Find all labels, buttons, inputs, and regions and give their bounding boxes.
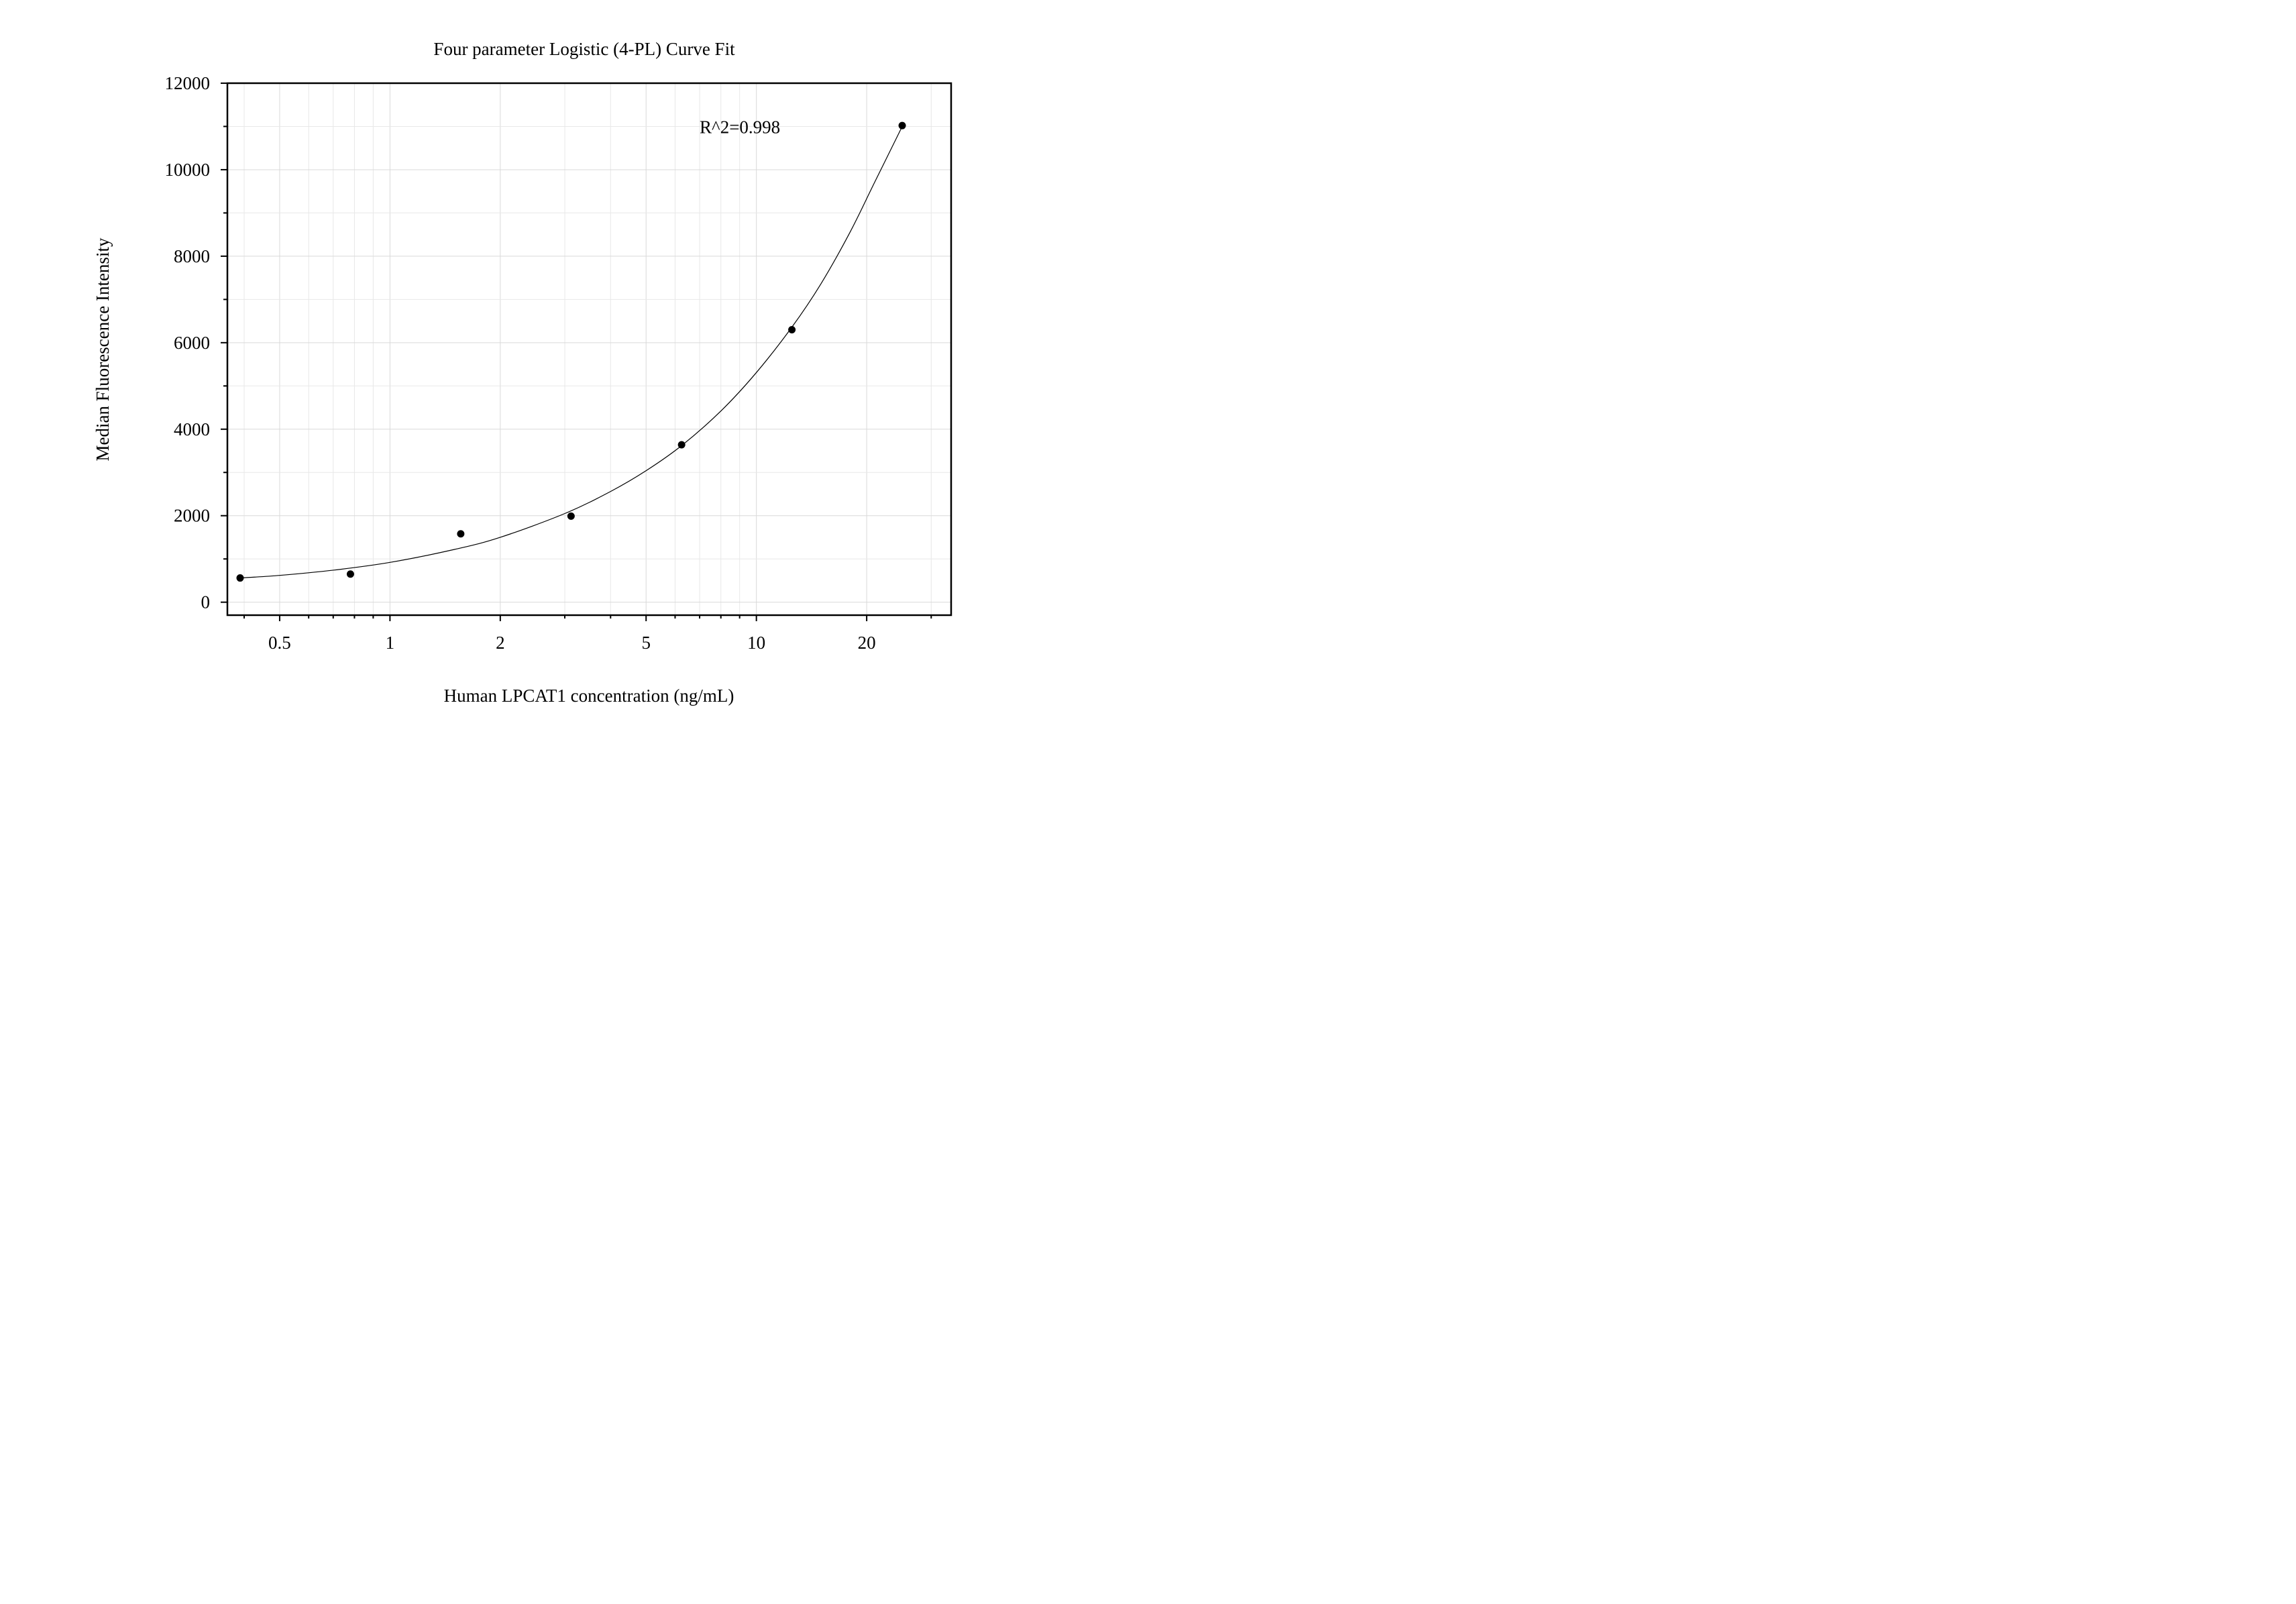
data-points-group xyxy=(236,121,906,582)
y-tick-label: 8000 xyxy=(174,246,210,266)
annotations: R^2=0.998 xyxy=(700,117,780,137)
y-tick-label: 6000 xyxy=(174,333,210,353)
y-tick-label: 12000 xyxy=(165,73,211,93)
r-squared-annotation: R^2=0.998 xyxy=(700,117,780,137)
x-tick-label: 2 xyxy=(496,633,505,653)
plot-frame xyxy=(226,82,952,617)
data-point xyxy=(457,530,465,538)
data-point xyxy=(898,121,906,129)
data-point xyxy=(677,441,686,449)
grid-lines xyxy=(227,83,951,615)
y-tick-label: 0 xyxy=(201,592,211,612)
data-point xyxy=(788,325,796,333)
x-tick-label: 20 xyxy=(858,633,876,653)
x-axis-label: Human LPCAT1 concentration (ng/mL) xyxy=(444,686,734,706)
y-axis: 0 2000 4000 6000 8000 10000 12000 xyxy=(165,73,227,612)
y-tick-label: 2000 xyxy=(174,506,210,526)
y-axis-label: Median Fluorescence Intensity xyxy=(93,237,113,461)
chart-title: Four parameter Logistic (4-PL) Curve Fit xyxy=(433,39,735,59)
fit-curve-group xyxy=(239,126,903,579)
x-tick-label: 1 xyxy=(386,633,395,653)
x-tick-label: 10 xyxy=(747,633,765,653)
data-point xyxy=(567,512,575,520)
x-axis: 0.5 1 2 5 10 20 xyxy=(243,615,932,653)
data-point xyxy=(346,570,354,578)
fit-curve xyxy=(239,126,903,579)
x-tick-label: 0.5 xyxy=(268,633,291,653)
chart-canvas: Four parameter Logistic (4-PL) Curve Fit… xyxy=(93,39,952,706)
x-tick-label: 5 xyxy=(641,633,651,653)
y-tick-label: 10000 xyxy=(165,160,211,180)
data-point xyxy=(236,574,244,582)
y-tick-label: 4000 xyxy=(174,419,210,439)
